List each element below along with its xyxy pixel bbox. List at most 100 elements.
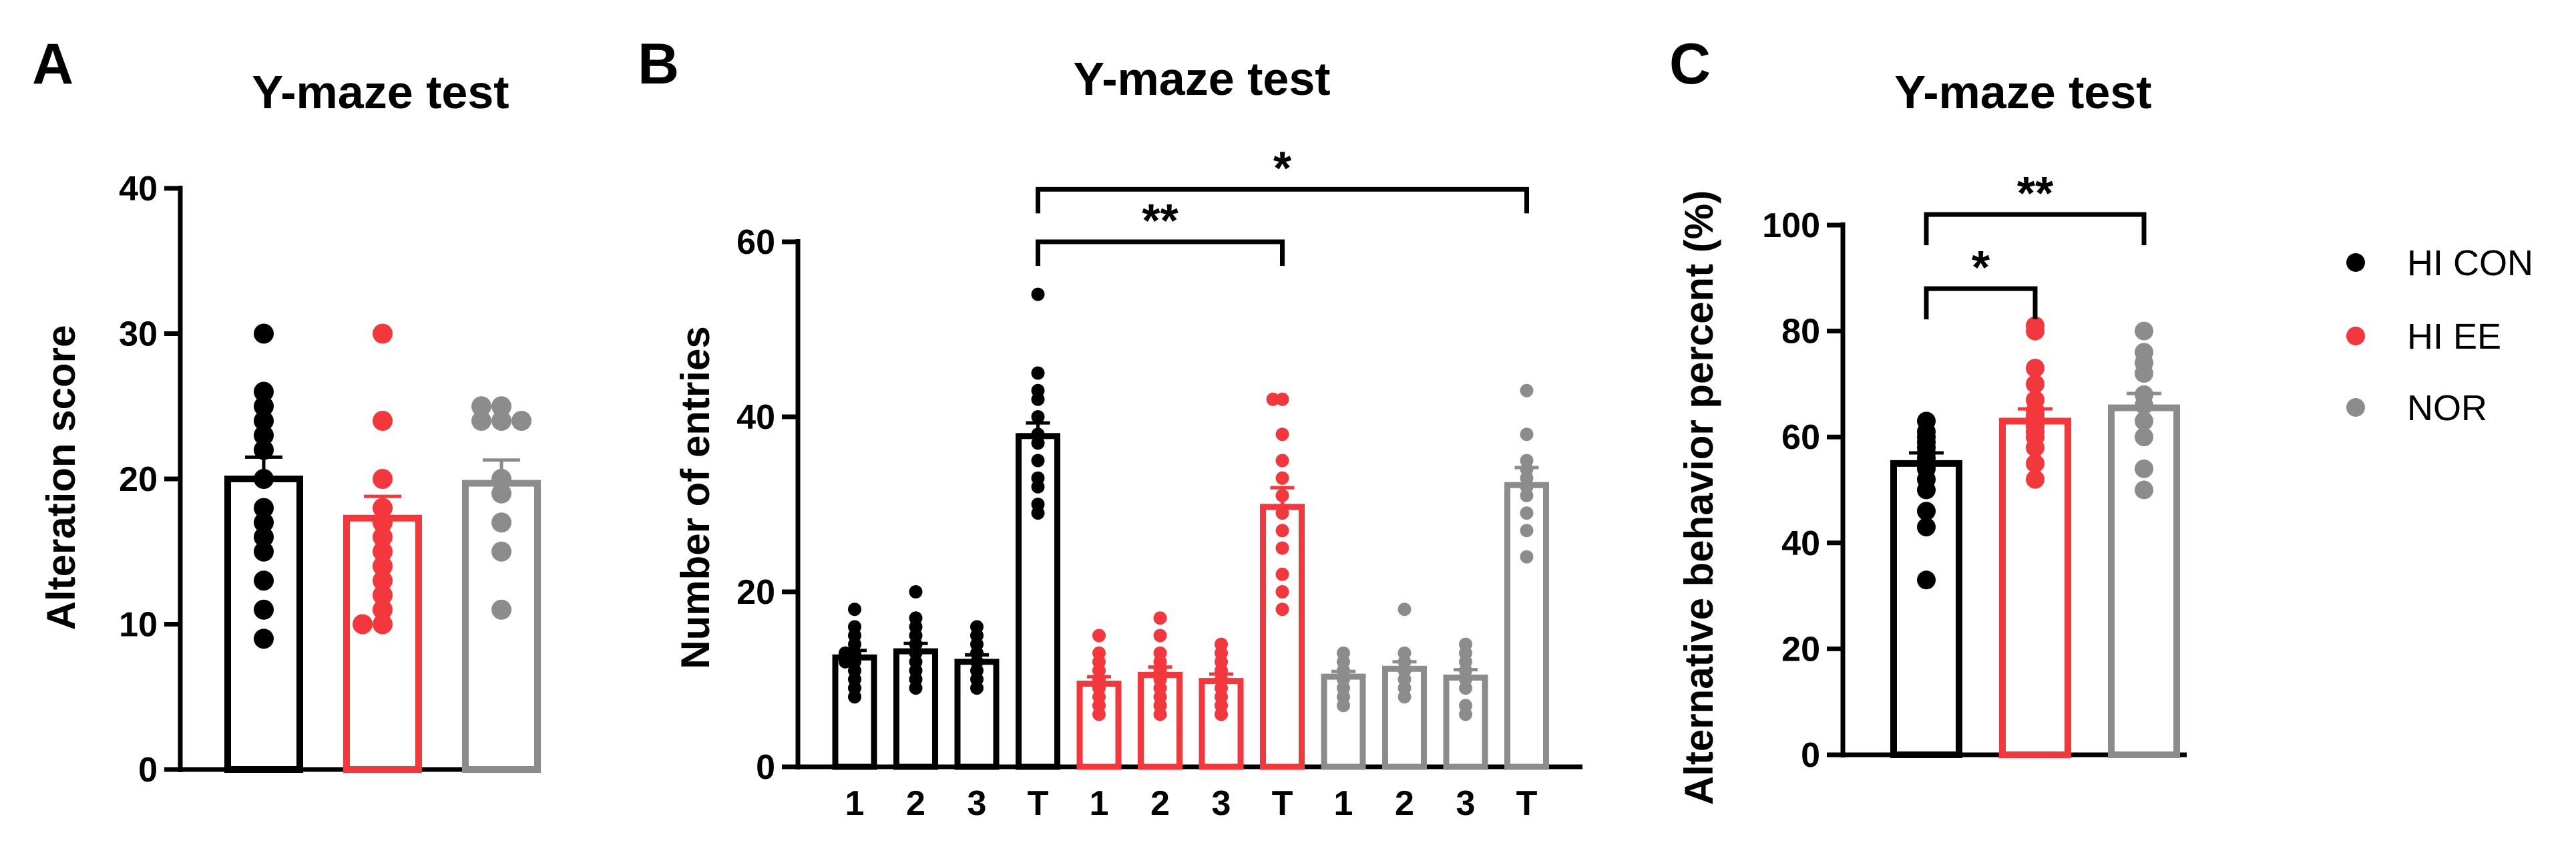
panel-c-y-tick-label: 20 xyxy=(1781,630,1820,669)
legend-label-hi-ee: HI EE xyxy=(2407,317,2501,357)
panel-b-data-point xyxy=(1275,567,1289,581)
panel-b-title: Y-maze test xyxy=(1073,53,1330,105)
panel-a-data-point xyxy=(373,599,393,620)
panel-b-data-point xyxy=(1459,681,1472,695)
panel-a-data-point xyxy=(373,323,393,344)
panel-b-data-point xyxy=(1275,392,1289,406)
panel-b-data-point xyxy=(1275,603,1289,617)
panel-b-data-point xyxy=(1275,541,1289,555)
panel-a-y-tick-label: 40 xyxy=(119,170,158,208)
panel-a-data-point xyxy=(254,469,274,489)
panel-b-data-point xyxy=(1398,690,1412,704)
panel-a-data-point xyxy=(254,512,274,533)
panel-a-title: Y-maze test xyxy=(252,66,509,118)
panel-b-x-tick-label: 1 xyxy=(845,784,865,823)
panel-b-data-point xyxy=(909,681,923,695)
panel-a-data-point xyxy=(373,498,393,518)
panel-b-data-point xyxy=(1031,436,1045,450)
panel-b-significance-label: * xyxy=(1273,142,1292,194)
panel-c-y-tick-label: 80 xyxy=(1781,313,1820,351)
panel-b-data-point xyxy=(1215,707,1228,721)
panel-b-data-point xyxy=(1520,488,1534,502)
panel-b-ylabel: Number of entries xyxy=(673,326,718,669)
panel-c-data-point xyxy=(2135,480,2153,500)
panel-b-data-point xyxy=(909,585,923,598)
panel-b-data-point xyxy=(1153,611,1167,625)
panel-c-data-point xyxy=(2135,364,2153,383)
panel-b-data-point xyxy=(1031,287,1045,301)
legend-label-hi-con: HI CON xyxy=(2407,243,2533,283)
panel-a-data-point xyxy=(254,570,274,591)
panel-a-data-point xyxy=(491,541,511,562)
panel-a-data-point xyxy=(491,512,511,533)
panel-c-data-point xyxy=(2135,427,2153,447)
panel-b-data-point xyxy=(1275,454,1289,468)
panel-a-data-point xyxy=(373,556,393,576)
panel-letter-b: B xyxy=(638,32,679,96)
panel-c-significance-label: ** xyxy=(2017,167,2054,219)
panel-a-data-point xyxy=(373,411,393,431)
legend-label-nor: NOR xyxy=(2407,388,2487,428)
panel-b-data-point xyxy=(1520,383,1534,397)
panel-b-data-point xyxy=(1031,506,1045,520)
legend-marker-nor xyxy=(2346,398,2365,417)
panel-c-y-tick-label: 0 xyxy=(1801,736,1820,775)
panel-b-data-point xyxy=(1337,699,1350,713)
panel-b-data-point xyxy=(1520,550,1534,564)
panel-b-data-point xyxy=(1031,410,1045,423)
panel-c-data-point xyxy=(1917,502,1936,521)
panel-c-data-point xyxy=(2135,321,2153,341)
panel-a-data-point xyxy=(254,541,274,562)
panel-b-data-point xyxy=(1275,506,1289,520)
legend-marker-hi-ee xyxy=(2346,327,2365,345)
panel-b-data-point xyxy=(1031,366,1045,380)
panel-b-x-tick-label: 1 xyxy=(1090,784,1109,823)
panel-a-data-point xyxy=(491,411,511,431)
panel-c-data-point xyxy=(2026,374,2045,393)
panel-c-data-point xyxy=(1917,570,1936,590)
panel-a-y-tick-label: 30 xyxy=(119,315,158,354)
panel-b-y-tick-label: 20 xyxy=(736,573,775,612)
panel-b-data-point xyxy=(1092,629,1106,643)
panel-b-x-tick-label: 3 xyxy=(1456,784,1476,823)
panel-a-data-point xyxy=(254,381,274,402)
panel-b-significance-label: ** xyxy=(1142,194,1178,246)
panel-a-data-point xyxy=(254,599,274,620)
panel-a-y-tick-label: 0 xyxy=(138,751,158,790)
panel-a-y-tick-label: 20 xyxy=(119,460,158,499)
panel-c-significance-bracket xyxy=(1924,212,2147,246)
panel-a-data-point xyxy=(373,512,393,533)
panel-b-significance-bracket xyxy=(1036,186,1529,214)
panel-b-data-point xyxy=(1275,488,1289,502)
panel-a-data-point xyxy=(254,411,274,431)
panel-a-data-point xyxy=(373,527,393,547)
panel-b-data-point xyxy=(1520,506,1534,520)
panel-c-data-point xyxy=(2135,411,2153,431)
panel-c-data-point xyxy=(2135,459,2153,478)
panel-a-y-tick-label: 10 xyxy=(119,606,158,645)
panel-a-data-point xyxy=(254,498,274,518)
panel-c-data-point xyxy=(2026,454,2045,473)
panel-a-plot: 0 10 20 30 40 xyxy=(119,170,541,790)
panel-a-data-point xyxy=(254,425,274,446)
panel-a-data-point xyxy=(373,614,393,635)
panel-letter-c: C xyxy=(1669,32,1711,96)
panel-b-data-point xyxy=(1520,427,1534,442)
panel-c-ylabel: Alternative behavior percent (%) xyxy=(1677,190,1721,805)
panel-c-significance-label: * xyxy=(1972,241,1990,293)
panel-a-data-point xyxy=(373,469,393,489)
panel-b-x-tick-label: T xyxy=(1028,784,1049,823)
panel-b-x-tick-label: 3 xyxy=(1212,784,1231,823)
panel-b-data-point xyxy=(1031,454,1045,468)
panel-c-data-point xyxy=(2135,395,2153,415)
panel-a-data-point xyxy=(471,411,491,431)
panel-a-ylabel: Alteration score xyxy=(39,325,83,631)
panel-c-data-point xyxy=(2026,438,2045,458)
panel-b-data-point xyxy=(1275,524,1289,538)
panel-a-data-point xyxy=(491,396,511,417)
panel-b-data-point xyxy=(1459,707,1472,721)
panel-letter-a: A xyxy=(32,32,73,96)
panel-a-data-point xyxy=(254,629,274,649)
